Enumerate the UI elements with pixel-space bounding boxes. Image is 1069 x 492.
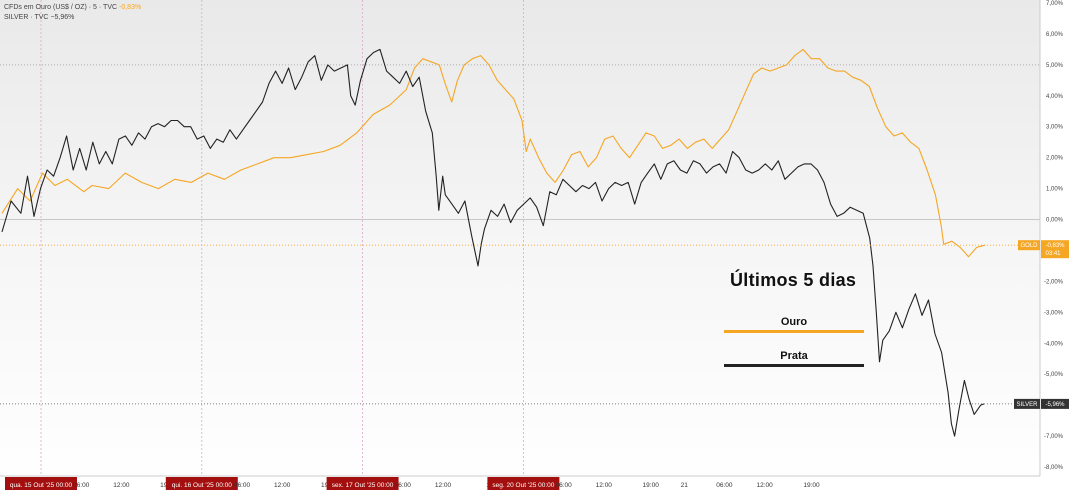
x-tick-label: 12:00 [113,482,130,489]
y-tick-label: 7,00% [1046,1,1064,7]
gold-name-pill [1018,240,1040,251]
annotation-prata-line [724,364,864,367]
y-tick-label: -8,00% [1044,465,1064,471]
y-tick-label: -4,00% [1044,341,1064,347]
x-axis: qua. 15 Out '25 00:0006:0012:0019:00qui.… [0,475,1040,492]
silver-series [1,48,985,437]
x-tick-label: 19:00 [803,482,820,489]
annotation-title: Últimos 5 dias [730,270,857,290]
x-date-badge [487,477,560,490]
y-tick-label: -5,00% [1044,372,1064,378]
legend[interactable]: CFDs em Ouro (US$ / OZ) · 5 · TVC -0,83%… [4,3,141,23]
x-tick-label: qua. 15 Out '25 00:00 [10,482,73,489]
y-tick-label: -2,00% [1044,279,1064,285]
gold-series [1,48,986,258]
gold-name-label: GOLD [1020,243,1038,249]
gold-countdown-label: 03:41 [1045,251,1061,257]
price-tags: GOLD -0,83% 03:41 SILVER -5,96% [0,240,1069,409]
x-tick-label: 21 [681,482,689,489]
legend-silver-change: −5,96% [50,14,75,21]
gold-value-label: -0,83% [1045,243,1065,249]
x-tick-label: 06:00 [234,482,251,489]
legend-gold-label: CFDs em Ouro (US$ / OZ) · 5 · TVC [4,4,118,11]
y-tick-label: 3,00% [1046,125,1064,131]
annotation-ouro-line [724,330,864,333]
x-tick-label: 19:00 [643,482,660,489]
legend-gold[interactable]: CFDs em Ouro (US$ / OZ) · 5 · TVC -0,83% [4,3,141,13]
x-tick-label: 12:00 [435,482,452,489]
silver-name-pill [1014,398,1040,409]
x-tick-label: 06:00 [395,482,412,489]
y-tick-label: 1,00% [1046,187,1064,193]
x-tick-label: 06:00 [716,482,733,489]
silver-line [1,48,985,437]
x-tick-label: 06:00 [555,482,572,489]
x-tick-label: sex. 17 Out '25 00:00 [332,482,394,489]
gold-value-pill [1041,240,1069,259]
y-tick-label: 5,00% [1046,63,1064,69]
x-tick-label: 12:00 [756,482,773,489]
silver-name-label: SILVER [1017,402,1039,408]
x-date-badge [326,477,399,490]
legend-silver[interactable]: SILVER · TVC −5,96% [4,13,141,23]
x-date-badge [165,477,238,490]
silver-value-pill [1041,398,1069,409]
y-tick-label: 0,00% [1046,218,1064,224]
x-tick-label: qui. 16 Out '25 00:00 [172,482,233,489]
annotation-prata-label: Prata [780,350,808,362]
grid [0,0,1040,476]
y-tick-label: 4,00% [1046,94,1064,100]
x-tick-label: 12:00 [596,482,613,489]
annotation-ouro-label: Ouro [780,316,808,328]
x-date-badge [5,477,77,490]
legend-silver-label: SILVER · TVC [4,14,49,21]
y-tick-label: -3,00% [1044,310,1064,316]
x-tick-label: 12:00 [274,482,291,489]
y-tick-label: 2,00% [1046,156,1064,162]
x-tick-label: 06:00 [73,482,90,489]
legend-gold-change: -0,83% [119,4,142,11]
silver-value-label: -5,96% [1045,402,1065,408]
gold-line [1,48,986,258]
x-tick-label: seg. 20 Out '25 00:00 [492,482,554,489]
y-tick-label: 6,00% [1046,32,1064,38]
y-tick-label: -7,00% [1044,434,1064,440]
